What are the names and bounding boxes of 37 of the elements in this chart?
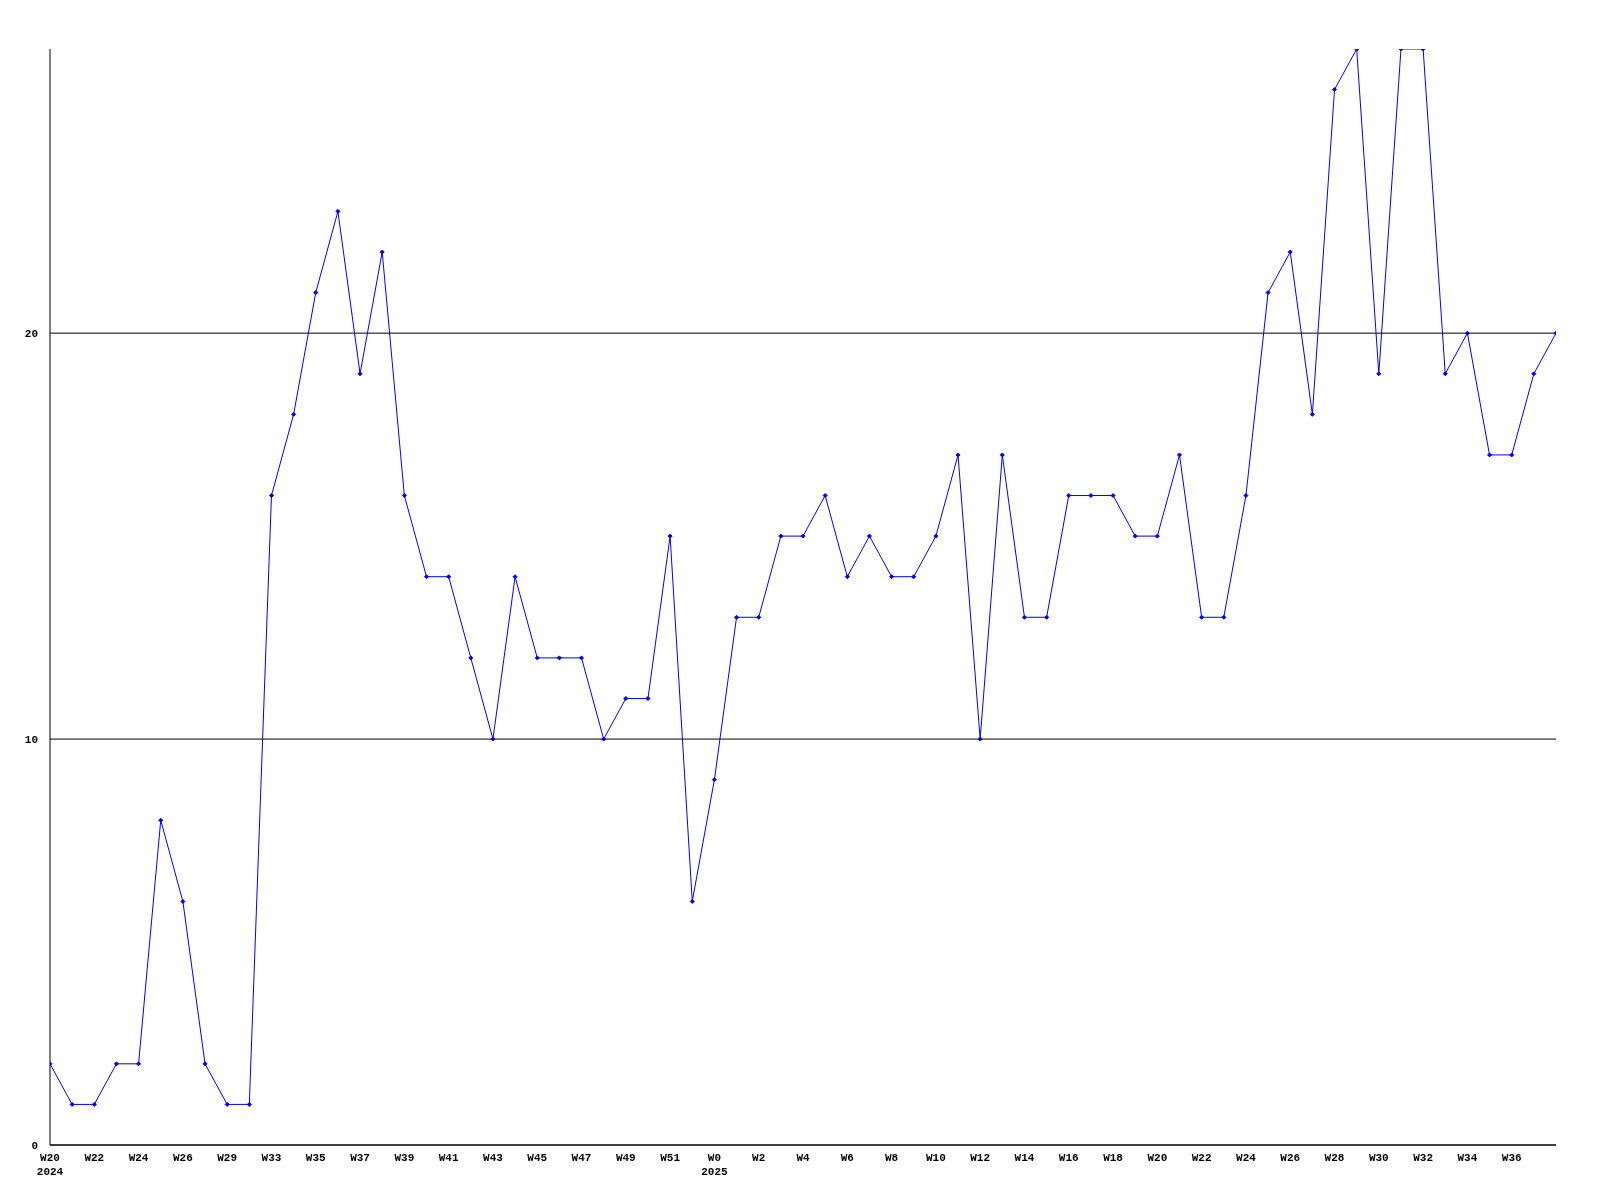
x-tick-label: W26: [172, 1152, 193, 1164]
x-tick-label: W43: [483, 1152, 504, 1164]
x-tick-label: W20 2024: [36, 1152, 64, 1178]
x-tick-label: W29: [217, 1152, 238, 1164]
x-tick-label: W14: [1014, 1152, 1035, 1164]
x-tick-label: W12: [970, 1152, 991, 1164]
x-tick-label: W34: [1457, 1152, 1478, 1164]
x-tick-label: W35: [305, 1152, 327, 1164]
y-tick-label: 10: [24, 733, 38, 746]
x-tick-label: W41: [438, 1152, 459, 1164]
x-tick-label: W32: [1413, 1152, 1434, 1164]
x-tick-label: W8: [884, 1152, 899, 1164]
x-tick-label: W45: [527, 1152, 548, 1164]
x-tick-label: W20: [1147, 1152, 1168, 1164]
x-tick-label: W22: [84, 1152, 105, 1164]
x-tick-label: W4: [796, 1152, 810, 1164]
x-tick-label: W36: [1501, 1152, 1522, 1164]
x-tick-label: W6: [840, 1152, 854, 1164]
y-tick-label: 0: [31, 1139, 38, 1152]
x-tick-label: W30: [1368, 1152, 1389, 1164]
x-tick-label: W37: [350, 1152, 370, 1164]
x-tick-label: W22: [1191, 1152, 1212, 1164]
x-tick-label: W26: [1280, 1152, 1301, 1164]
x-tick-label: W24: [1236, 1152, 1257, 1164]
x-tick-label: W0 2025: [701, 1152, 729, 1178]
x-tick-label: W24: [128, 1152, 149, 1164]
x-tick-label: W16: [1058, 1152, 1079, 1164]
x-tick-label: W51: [660, 1152, 681, 1164]
x-tick-label: W49: [615, 1152, 636, 1164]
x-tick-label: W18: [1103, 1152, 1124, 1164]
x-tick-label: W39: [394, 1152, 415, 1164]
y-tick-label: 20: [24, 328, 38, 341]
x-tick-label: W28: [1324, 1152, 1345, 1164]
x-tick-label: W33: [261, 1152, 282, 1164]
x-tick-label: W47: [571, 1152, 592, 1164]
x-tick-label: W10: [925, 1152, 946, 1164]
x-tick-label: W2: [752, 1152, 766, 1164]
